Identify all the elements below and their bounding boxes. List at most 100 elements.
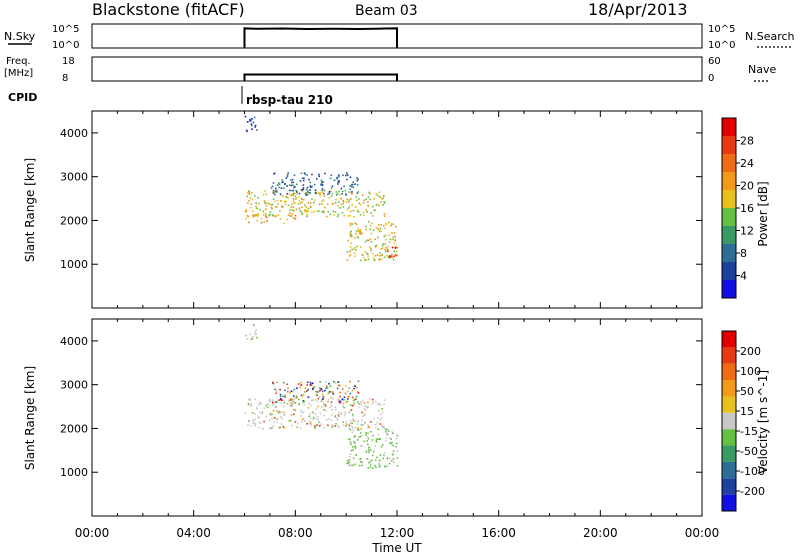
data-cell-3-129: [386, 465, 389, 467]
data-cell-3-36: [351, 185, 353, 188]
data-cell-4-107: [386, 255, 388, 257]
data-cell-1-73: [308, 402, 310, 405]
data-cell-1-207: [340, 197, 343, 200]
data-cell-1-129: [381, 425, 384, 428]
data-cell-3-84: [296, 183, 298, 186]
data-cell-1-236: [364, 405, 366, 407]
data-cell-2-10: [300, 394, 303, 397]
data-cell-3-51: [369, 463, 372, 466]
data-cell-1-249: [292, 194, 294, 196]
data-cell-4-104: [385, 238, 387, 241]
data-cell-4-40: [350, 236, 353, 238]
data-cell-2-21: [287, 214, 290, 216]
data-cell-1-12: [309, 417, 312, 419]
colorbar-tick-label-3: 16: [740, 202, 754, 215]
power-ylabel: Slant Range [km]: [23, 158, 37, 262]
data-cell-3-130: [321, 181, 323, 183]
data-cell-3-114: [338, 181, 340, 183]
data-cell-1-304: [288, 420, 291, 422]
data-cell-3-111: [352, 429, 355, 432]
data-cell-2-42: [357, 380, 360, 383]
data-cell-2-112: [336, 387, 339, 390]
data-cell-2-126: [337, 381, 340, 383]
data-cell-3-66: [367, 432, 369, 435]
data-cell-2-46: [296, 387, 298, 389]
data-cell-1-97: [372, 401, 374, 404]
data-cell-1-166: [268, 404, 270, 406]
data-cell-3-135: [368, 461, 371, 464]
data-cell-5-0: [393, 255, 395, 258]
data-cell-3-134: [380, 446, 383, 448]
data-cell-0-10: [246, 338, 249, 340]
data-cell-1-237: [291, 203, 293, 206]
freq-series-0: [243, 73, 398, 81]
data-cell-1-133: [350, 210, 352, 213]
data-cell-2-114: [339, 384, 341, 386]
data-cell-4-89: [347, 239, 349, 242]
data-cell-2-88: [351, 389, 354, 392]
data-cell-1-11: [250, 403, 252, 405]
data-cell-1-75: [320, 400, 323, 403]
data-cell-4-103: [370, 241, 373, 243]
data-cell-1-30: [316, 210, 318, 212]
data-cell-1-190: [314, 425, 316, 427]
data-cell-1-301: [334, 415, 337, 417]
data-cell-1-28: [330, 195, 333, 197]
data-cell-3-34: [330, 187, 333, 189]
data-cell-1-95: [382, 197, 385, 199]
data-cell-3-127: [283, 187, 285, 189]
data-cell-3-115: [292, 192, 295, 195]
data-cell-2-98: [271, 399, 273, 402]
data-cell-1-1: [377, 403, 379, 405]
data-cell-1-266: [348, 423, 351, 425]
data-cell-2-84: [317, 391, 319, 393]
data-cell-3-113: [381, 444, 384, 446]
data-cell-2-56: [294, 396, 296, 399]
data-cell-4-76: [383, 224, 385, 227]
data-cell-1-211: [277, 418, 279, 420]
data-cell-3-77: [392, 444, 394, 447]
data-cell-3-52: [396, 449, 399, 452]
data-cell-2-55: [297, 383, 300, 385]
data-cell-1-103: [349, 215, 352, 217]
data-cell-3-5: [365, 434, 367, 436]
data-cell-1-164: [302, 198, 305, 201]
data-cell-1-203: [325, 215, 328, 218]
data-cell-1-299: [320, 406, 323, 408]
data-cell-2-118: [294, 402, 297, 404]
data-cell-4-125: [391, 256, 393, 258]
data-cell-2-26: [279, 218, 282, 220]
data-cell-1-257: [310, 404, 312, 407]
data-cell-2-39: [329, 385, 332, 387]
nsky-tick-top: 10^5: [52, 24, 79, 35]
data-cell-1-261: [339, 207, 341, 209]
y-tick-label-3000: 3000: [60, 379, 88, 392]
data-cell-4-80: [346, 251, 349, 253]
data-cell-4-18: [376, 254, 379, 256]
data-cell-1-259: [251, 198, 254, 201]
data-cell-1-43: [374, 423, 377, 426]
data-cell-3-79: [357, 439, 359, 441]
data-cell-2-22: [246, 215, 249, 217]
data-cell-3-29: [306, 174, 308, 176]
data-cell-3-97: [275, 190, 278, 192]
data-cell-3-90: [352, 186, 355, 189]
data-cell-2-107: [338, 384, 340, 387]
data-cell-1-202: [317, 418, 319, 421]
data-cell-2-29: [341, 398, 344, 400]
data-cell-0-14: [253, 324, 255, 327]
data-cell-2-19: [349, 380, 351, 383]
data-cell-3-90: [357, 429, 360, 431]
data-cell-3-41: [371, 454, 374, 457]
data-cell-1-1: [382, 204, 384, 206]
data-cell-1-110: [357, 406, 360, 409]
data-cell-2-59: [356, 391, 359, 393]
colorbar-tick-label-6: 100: [740, 365, 761, 378]
data-cell-1-136: [367, 204, 369, 207]
data-cell-1-3: [314, 413, 317, 415]
data-cell-2-18: [326, 385, 328, 387]
data-cell-1-89: [371, 402, 374, 405]
data-cell-1-5: [305, 209, 308, 211]
data-cell-2-38: [339, 401, 342, 404]
